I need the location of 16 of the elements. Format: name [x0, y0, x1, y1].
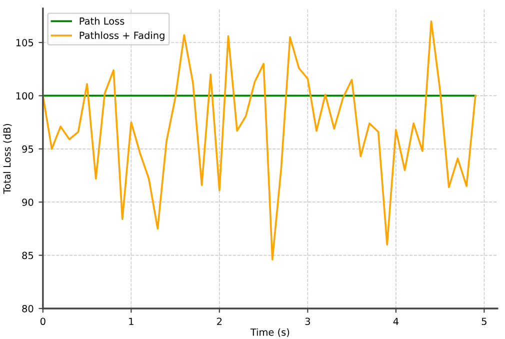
y-tick-label: 105	[16, 38, 34, 46]
y-axis-title: Total Loss (dB)	[3, 124, 12, 194]
y-tick-label: 90	[22, 198, 34, 206]
x-tick-label: 3	[305, 318, 310, 326]
x-tick-label: 4	[393, 318, 398, 325]
y-tick-label: 85	[22, 252, 34, 260]
y-tick-label: 100	[16, 92, 34, 100]
legend-label: Path Loss	[80, 17, 124, 25]
x-tick-label: 0	[40, 318, 46, 326]
y-tick-label: 95	[22, 145, 34, 153]
x-tick-label: 1	[129, 318, 134, 325]
legend-label: Pathloss + Fading	[80, 31, 164, 41]
x-axis-title: Time (s)	[250, 328, 290, 337]
y-tick-label: 80	[22, 304, 34, 312]
x-tick-label: 5	[482, 318, 486, 326]
x-tick-label: 2	[217, 318, 222, 325]
